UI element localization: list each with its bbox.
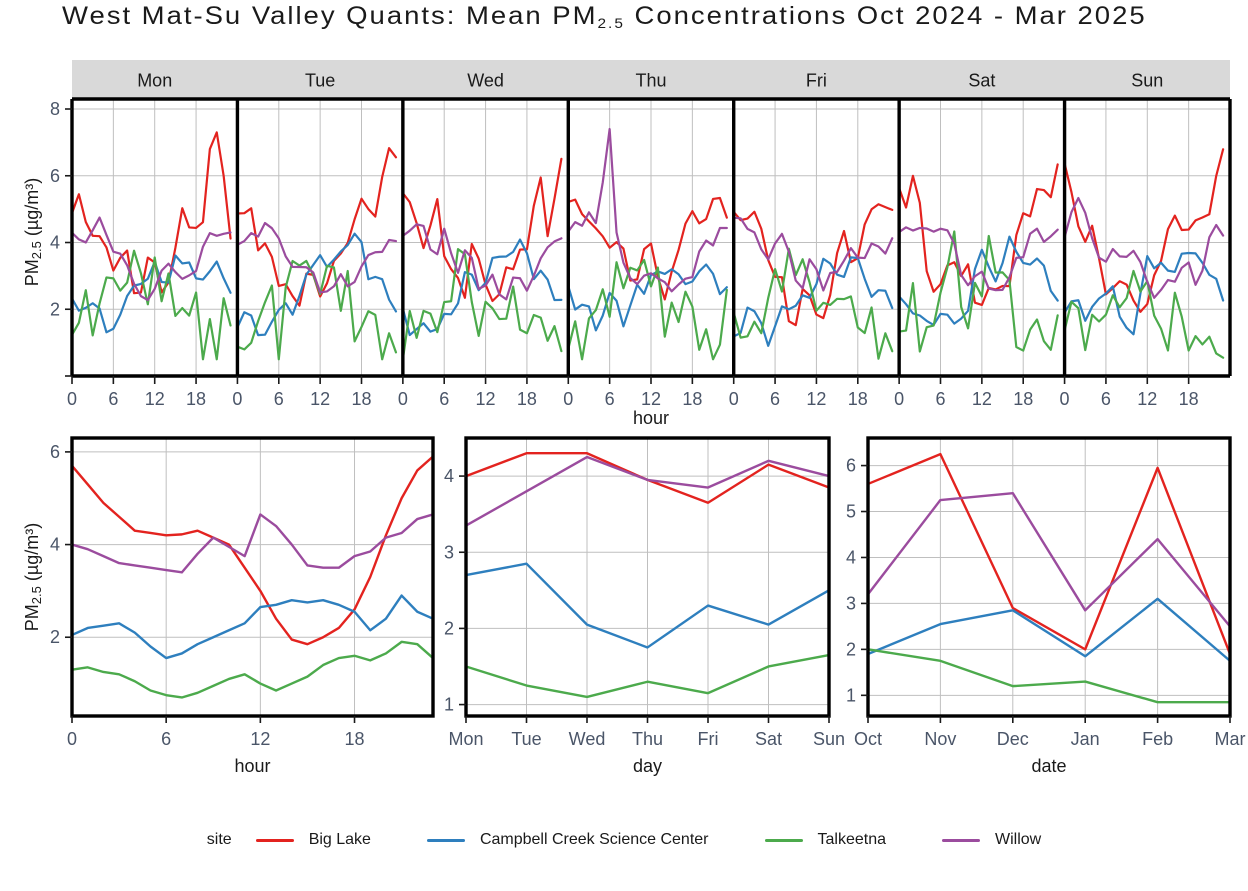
svg-text:6: 6 (108, 389, 118, 409)
svg-text:18: 18 (682, 389, 702, 409)
svg-text:18: 18 (1179, 389, 1199, 409)
svg-text:hour: hour (633, 408, 669, 428)
svg-text:0: 0 (894, 389, 904, 409)
svg-text:4: 4 (444, 466, 454, 486)
svg-text:1: 1 (846, 685, 856, 705)
svg-text:12: 12 (476, 389, 496, 409)
svg-text:8: 8 (50, 99, 60, 119)
svg-text:6: 6 (50, 442, 60, 462)
svg-text:6: 6 (935, 389, 945, 409)
svg-text:Tue: Tue (511, 729, 541, 749)
svg-text:6: 6 (1101, 389, 1111, 409)
svg-text:6: 6 (770, 389, 780, 409)
svg-text:18: 18 (848, 389, 868, 409)
svg-text:0: 0 (67, 389, 77, 409)
svg-text:0: 0 (729, 389, 739, 409)
svg-text:Dec: Dec (997, 729, 1029, 749)
svg-text:6: 6 (50, 166, 60, 186)
svg-text:12: 12 (250, 729, 270, 749)
svg-text:Feb: Feb (1142, 729, 1173, 749)
svg-text:Sat: Sat (968, 71, 995, 91)
svg-text:6: 6 (846, 456, 856, 476)
svg-text:Mon: Mon (448, 729, 483, 749)
svg-text:1: 1 (444, 695, 454, 715)
svg-text:12: 12 (641, 389, 661, 409)
svg-text:day: day (633, 756, 662, 776)
svg-text:18: 18 (517, 389, 537, 409)
svg-text:2: 2 (50, 627, 60, 647)
svg-text:2: 2 (50, 299, 60, 319)
svg-text:Fri: Fri (698, 729, 719, 749)
svg-text:Tue: Tue (305, 71, 335, 91)
svg-text:0: 0 (398, 389, 408, 409)
svg-text:6: 6 (439, 389, 449, 409)
svg-text:6: 6 (161, 729, 171, 749)
svg-text:Sat: Sat (755, 729, 782, 749)
svg-text:0: 0 (563, 389, 573, 409)
svg-text:Mon: Mon (137, 71, 172, 91)
svg-text:12: 12 (972, 389, 992, 409)
svg-text:18: 18 (186, 389, 206, 409)
svg-text:Mar: Mar (1215, 729, 1246, 749)
svg-text:6: 6 (274, 389, 284, 409)
svg-text:Jan: Jan (1071, 729, 1100, 749)
svg-text:0: 0 (1060, 389, 1070, 409)
svg-text:3: 3 (444, 542, 454, 562)
svg-text:Oct: Oct (854, 729, 882, 749)
svg-text:0: 0 (232, 389, 242, 409)
svg-text:4: 4 (50, 535, 60, 555)
svg-text:18: 18 (351, 389, 371, 409)
svg-text:Thu: Thu (632, 729, 663, 749)
svg-text:Sun: Sun (813, 729, 845, 749)
svg-text:Fri: Fri (806, 71, 827, 91)
svg-text:Wed: Wed (569, 729, 606, 749)
svg-text:3: 3 (846, 593, 856, 613)
svg-text:Nov: Nov (924, 729, 956, 749)
svg-text:12: 12 (145, 389, 165, 409)
svg-text:2: 2 (846, 639, 856, 659)
svg-text:12: 12 (310, 389, 330, 409)
svg-text:Sun: Sun (1131, 71, 1163, 91)
svg-text:12: 12 (806, 389, 826, 409)
svg-text:5: 5 (846, 502, 856, 522)
svg-text:date: date (1031, 756, 1066, 776)
svg-text:4: 4 (50, 233, 60, 253)
svg-text:Wed: Wed (467, 71, 504, 91)
svg-text:2: 2 (444, 618, 454, 638)
svg-text:18: 18 (345, 729, 365, 749)
svg-text:6: 6 (605, 389, 615, 409)
svg-text:hour: hour (234, 756, 270, 776)
svg-text:4: 4 (846, 547, 856, 567)
svg-text:0: 0 (67, 729, 77, 749)
svg-text:12: 12 (1137, 389, 1157, 409)
svg-text:Thu: Thu (635, 71, 666, 91)
svg-text:18: 18 (1013, 389, 1033, 409)
